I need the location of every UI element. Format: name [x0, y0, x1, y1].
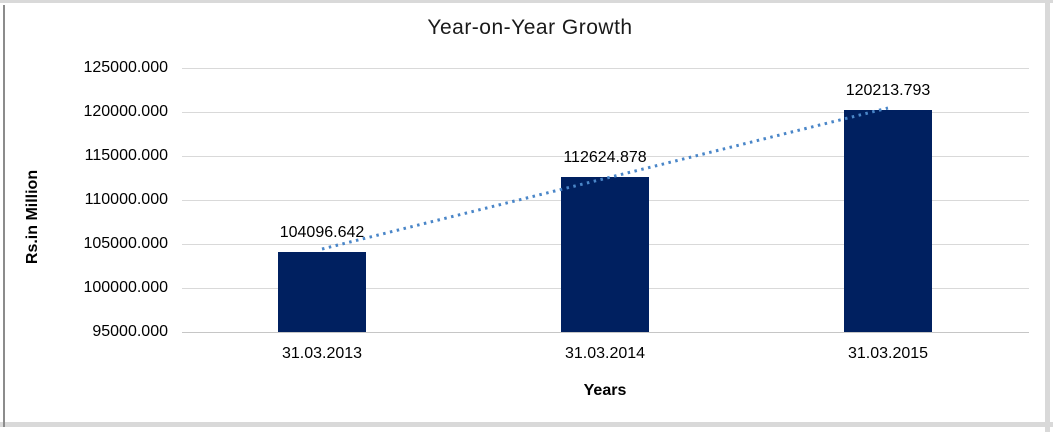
frame-border-right	[1045, 0, 1050, 432]
y-axis-title: Rs.in Million	[24, 169, 41, 265]
data-label: 112624.878	[563, 149, 647, 166]
data-label: 120213.793	[845, 82, 931, 99]
y-tick-label: 125000.000	[83, 59, 168, 76]
x-tick-label: 31.03.2013	[281, 345, 363, 362]
x-axis-title: Years	[583, 382, 627, 399]
frame-border-bottom	[0, 422, 1053, 427]
y-tick-label: 105000.000	[83, 235, 168, 252]
y-tick-label: 100000.000	[83, 279, 168, 296]
y-tick-label: 95000.000	[92, 323, 168, 340]
y-tick-label: 120000.000	[83, 103, 168, 120]
y-tick-label: 115000.000	[84, 147, 168, 164]
gridline	[182, 68, 1029, 69]
x-tick-label: 31.03.2014	[564, 345, 646, 362]
chart-title: Year-on-Year Growth	[427, 16, 633, 39]
x-axis-line	[182, 332, 1029, 333]
bar-31-03-2013	[278, 252, 366, 332]
frame-border-left	[3, 5, 5, 427]
x-tick-label: 31.03.2015	[847, 345, 929, 362]
y-tick-label: 110000.000	[84, 191, 168, 208]
bar-31-03-2014	[561, 177, 649, 332]
bar-31-03-2015	[844, 110, 932, 332]
data-label: 104096.642	[279, 224, 365, 241]
frame-border-top	[0, 0, 1053, 3]
